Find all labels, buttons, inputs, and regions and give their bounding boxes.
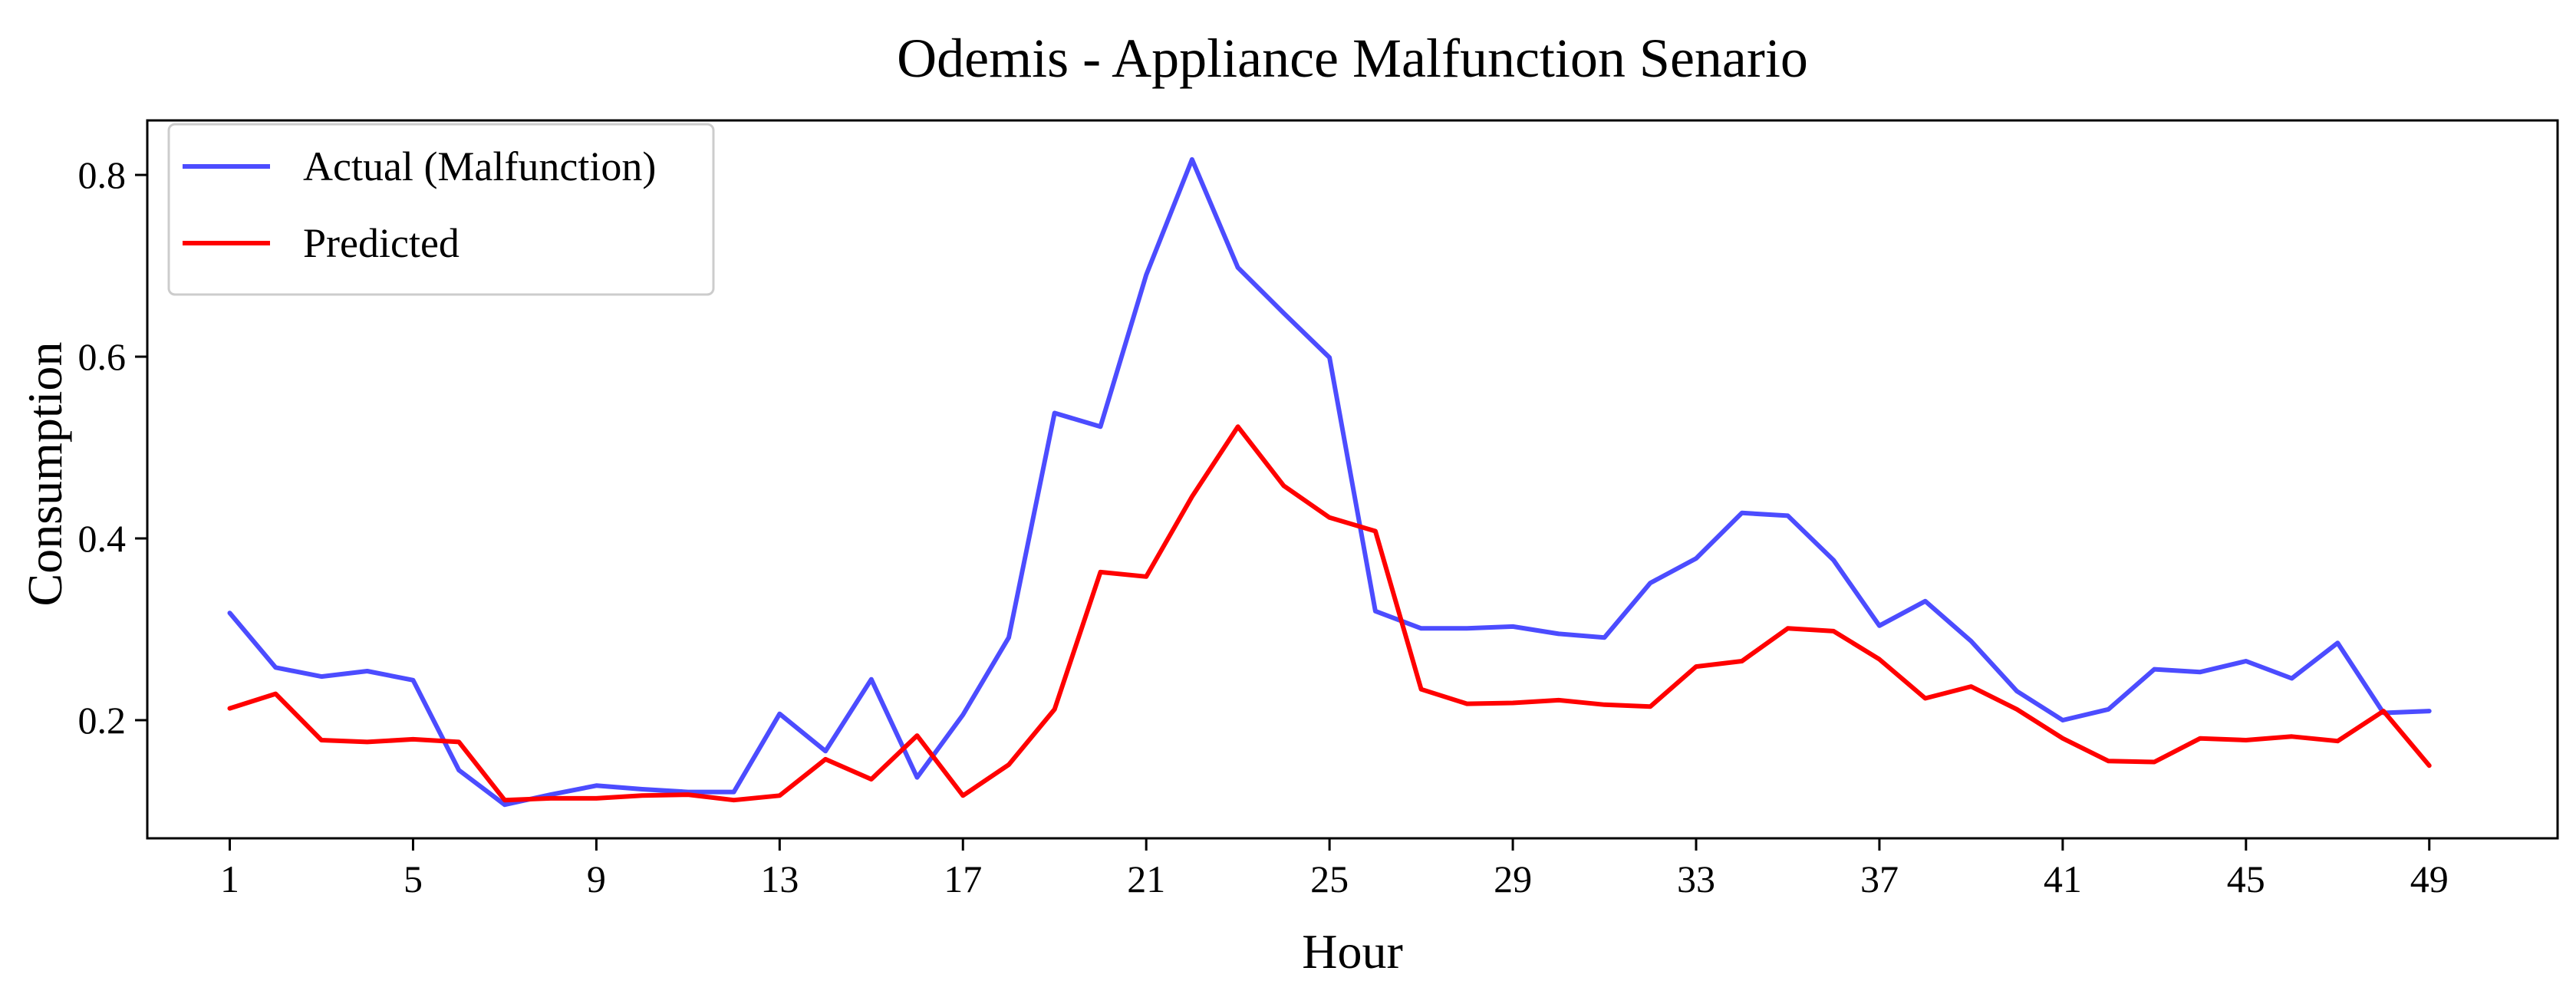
x-tick-label: 9 bbox=[587, 857, 606, 900]
legend: Actual (Malfunction) Predicted bbox=[167, 123, 715, 296]
y-tick-label: 0.4 bbox=[78, 517, 127, 560]
plot-frame bbox=[146, 119, 2559, 840]
x-tick-label: 41 bbox=[2044, 857, 2082, 900]
x-tick-label: 37 bbox=[1860, 857, 1899, 900]
series-line-predicted bbox=[227, 424, 2432, 803]
x-tick-label: 33 bbox=[1677, 857, 1715, 900]
x-tick-label: 1 bbox=[220, 857, 239, 900]
x-tick-label: 13 bbox=[760, 857, 799, 900]
legend-box bbox=[167, 123, 715, 296]
series-line-actual bbox=[227, 156, 2432, 808]
x-tick-label: 5 bbox=[404, 857, 423, 900]
legend-label: Actual (Malfunction) bbox=[303, 143, 656, 189]
x-tick-label: 49 bbox=[2410, 857, 2449, 900]
plot-area: 1 5 9 13 17 21 25 29 33 37 41 45 49 0.2 0.4 0.6 0.8 Actua… bbox=[78, 119, 2559, 900]
chart-title: Odemis - Appliance Malfunction Senario bbox=[897, 28, 1808, 89]
y-tick-label: 0.2 bbox=[78, 699, 127, 742]
y-tick-label: 0.6 bbox=[78, 335, 127, 378]
x-tick-label: 29 bbox=[1494, 857, 1532, 900]
y-axis-label: Consumption bbox=[18, 342, 72, 607]
x-tick-label: 25 bbox=[1310, 857, 1349, 900]
x-tick-label: 17 bbox=[944, 857, 982, 900]
y-tick-label: 0.8 bbox=[78, 153, 127, 196]
x-axis-label: Hour bbox=[1302, 924, 1403, 979]
x-tick-label: 21 bbox=[1127, 857, 1165, 900]
legend-label: Predicted bbox=[303, 220, 460, 266]
x-tick-label: 45 bbox=[2227, 857, 2265, 900]
